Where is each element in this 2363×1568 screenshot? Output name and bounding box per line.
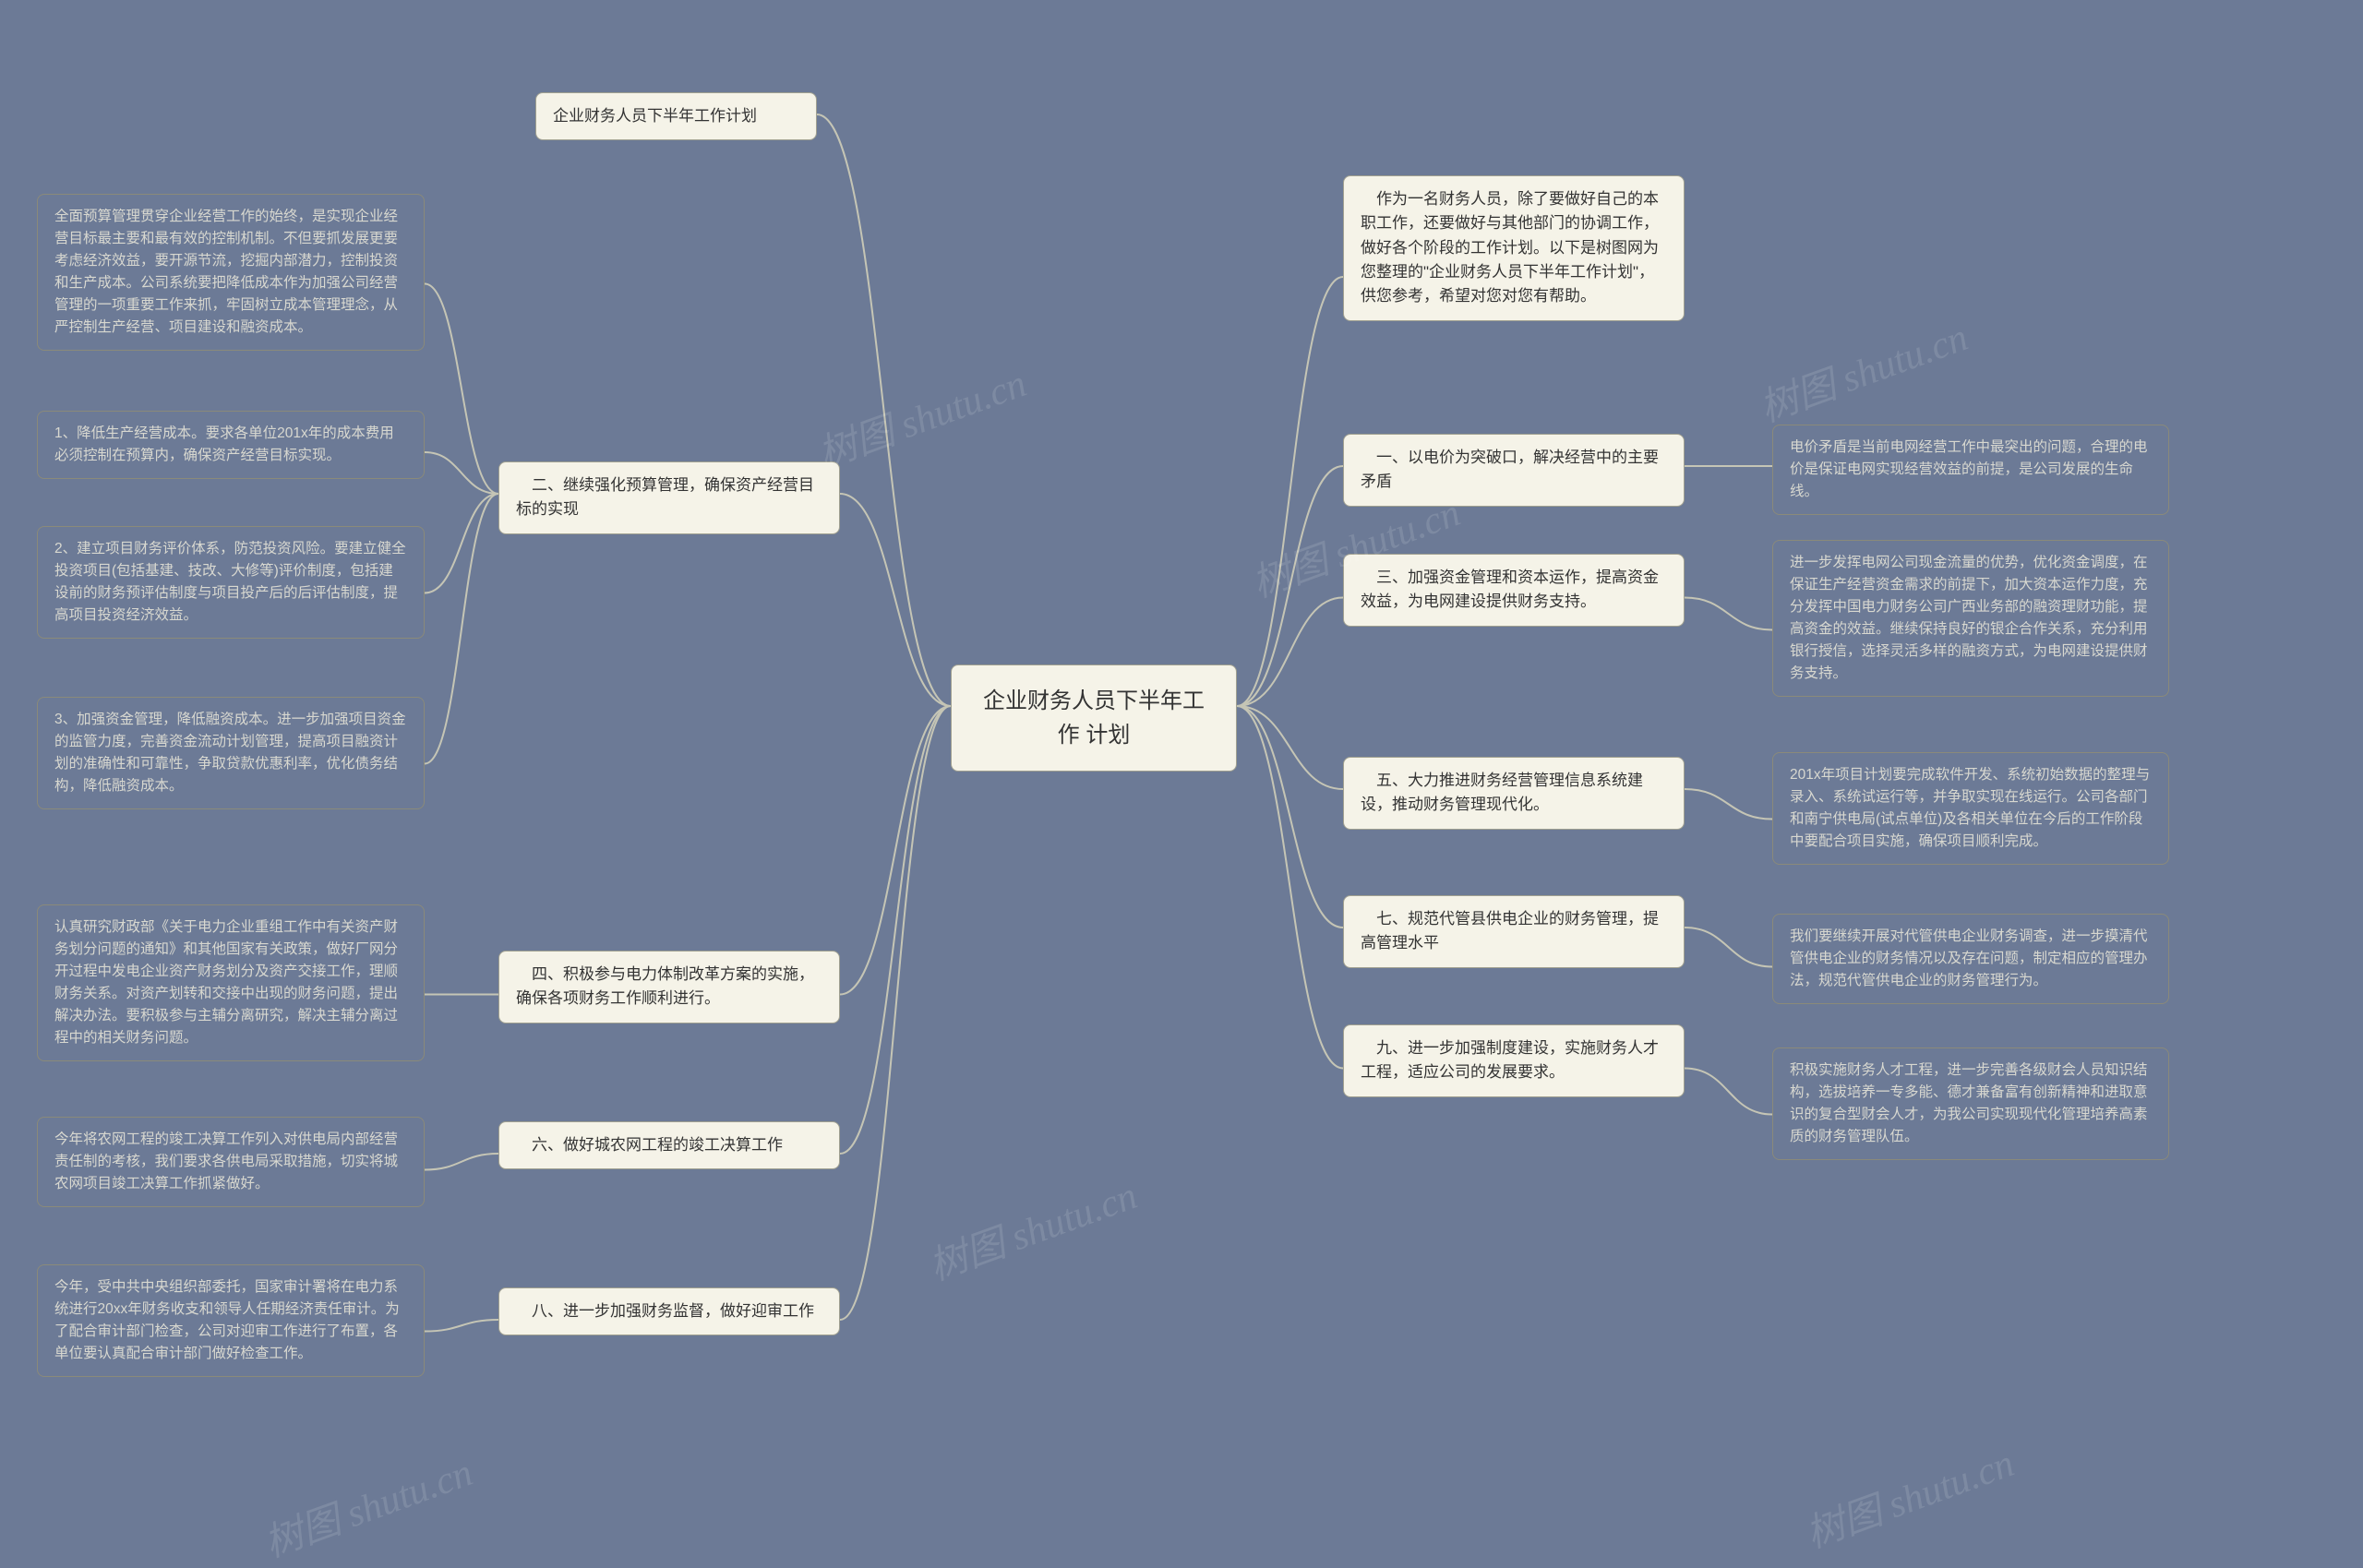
branch-r5: 七、规范代管县供电企业的财务管理，提高管理水平 [1343, 895, 1685, 968]
branch-r3: 三、加强资金管理和资本运作，提高资金效益，为电网建设提供财务支持。 [1343, 554, 1685, 627]
watermark: 树图 shutu.cn [1751, 306, 1974, 434]
detail-l3: 今年将农网工程的竣工决算工作列入对供电局内部经营责任制的考核，我们要求各供电局采… [37, 1117, 425, 1207]
branch-l3: 六、做好城农网工程的竣工决算工作 [498, 1121, 840, 1169]
detail-l2: 认真研究财政部《关于电力企业重组工作中有关资产财务划分问题的通知》和其他国家有关… [37, 904, 425, 1061]
detail-r6: 积极实施财务人才工程，进一步完善各级财会人员知识结构，选拔培养一专多能、德才兼备… [1772, 1047, 2169, 1160]
detail-l1d: 3、加强资金管理，降低融资成本。进一步加强项目资金的监管力度，完善资金流动计划管… [37, 697, 425, 809]
watermark: 树图 shutu.cn [920, 1165, 1144, 1292]
watermark: 树图 shutu.cn [256, 1442, 479, 1568]
watermark: 树图 shutu.cn [1797, 1432, 2021, 1560]
detail-l1b: 1、降低生产经营成本。要求各单位201x年的成本费用必须控制在预算内，确保资产经… [37, 411, 425, 479]
branch-top-title: 企业财务人员下半年工作计划 [535, 92, 817, 140]
detail-r4: 201x年项目计划要完成软件开发、系统初始数据的整理与录入、系统试运行等，并争取… [1772, 752, 2169, 865]
watermark: 树图 shutu.cn [810, 353, 1033, 480]
detail-l4: 今年，受中共中央组织部委托，国家审计署将在电力系统进行20xx年财务收支和领导人… [37, 1264, 425, 1377]
detail-l1a: 全面预算管理贯穿企业经营工作的始终，是实现企业经营目标最主要和最有效的控制机制。… [37, 194, 425, 351]
branch-l2: 四、积极参与电力体制改革方案的实施，确保各项财务工作顺利进行。 [498, 951, 840, 1023]
branch-l4: 八、进一步加强财务监督，做好迎审工作 [498, 1287, 840, 1335]
detail-r5: 我们要继续开展对代管供电企业财务调查，进一步摸清代管供电企业的财务情况以及存在问… [1772, 914, 2169, 1004]
branch-l1: 二、继续强化预算管理，确保资产经营目标的实现 [498, 461, 840, 534]
center-node: 企业财务人员下半年工作 计划 [951, 664, 1237, 772]
branch-r6: 九、进一步加强制度建设，实施财务人才工程，适应公司的发展要求。 [1343, 1024, 1685, 1097]
branch-r1: 作为一名财务人员，除了要做好自己的本职工作，还要做好与其他部门的协调工作，做好各… [1343, 175, 1685, 321]
branch-r4: 五、大力推进财务经营管理信息系统建设，推动财务管理现代化。 [1343, 757, 1685, 830]
detail-r2: 电价矛盾是当前电网经营工作中最突出的问题，合理的电价是保证电网实现经营效益的前提… [1772, 425, 2169, 515]
detail-l1c: 2、建立项目财务评价体系，防范投资风险。要建立健全投资项目(包括基建、技改、大修… [37, 526, 425, 639]
detail-r3: 进一步发挥电网公司现金流量的优势，优化资金调度，在保证生产经营资金需求的前提下，… [1772, 540, 2169, 697]
branch-r2: 一、以电价为突破口，解决经营中的主要矛盾 [1343, 434, 1685, 507]
